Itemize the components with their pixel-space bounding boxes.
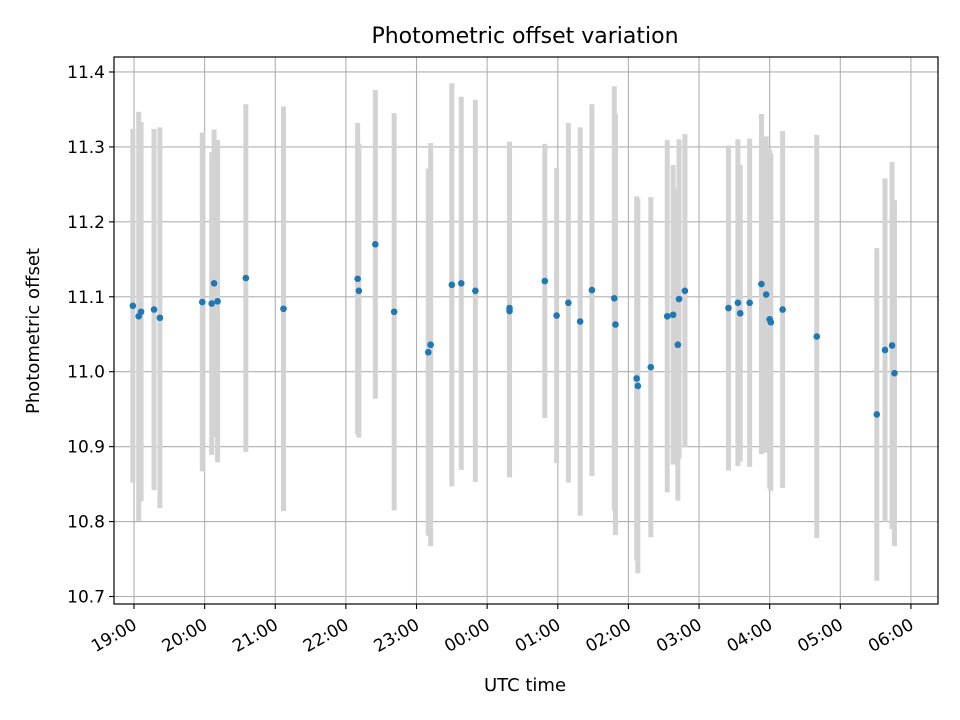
data-point: [612, 321, 619, 328]
data-point: [242, 274, 250, 282]
data-point: [390, 308, 398, 316]
data-point: [129, 302, 137, 310]
data-point: [634, 382, 642, 390]
data-point: [881, 346, 889, 354]
chart-title: Photometric offset variation: [371, 24, 678, 49]
data-point: [888, 342, 896, 349]
data-point: [214, 297, 221, 305]
data-point: [280, 305, 287, 313]
data-point: [506, 304, 513, 312]
data-point: [767, 318, 775, 326]
data-point: [354, 275, 361, 283]
data-point: [355, 287, 363, 295]
data-point: [472, 287, 479, 295]
data-point: [725, 304, 732, 312]
data-point: [150, 306, 158, 313]
data-point: [813, 333, 821, 340]
data-point: [891, 369, 898, 377]
data-point: [576, 318, 584, 325]
data-point: [758, 280, 765, 288]
data-point: [137, 308, 145, 316]
y-tick-label: 11.0: [67, 363, 105, 383]
data-point: [553, 312, 560, 319]
data-point: [746, 299, 753, 307]
data-point: [610, 294, 618, 302]
data-point: [457, 279, 465, 287]
data-point: [736, 309, 744, 317]
x-axis-label: UTC time: [484, 675, 566, 696]
y-axis-label: Photometric offset: [23, 248, 44, 414]
data-point: [198, 298, 206, 306]
data-point: [647, 363, 655, 371]
data-point: [663, 312, 671, 320]
data-point: [675, 295, 683, 303]
data-point: [674, 341, 682, 349]
y-axis-ticks: 10.7 10.8 10.9 11.0 11.1 11.2 11.3 11.4: [67, 63, 114, 608]
data-point: [633, 375, 640, 382]
data-points: [129, 241, 898, 418]
data-point: [669, 311, 677, 319]
y-tick-label: 11.3: [67, 138, 105, 158]
data-point: [372, 241, 379, 248]
y-tick-label: 10.9: [67, 438, 105, 458]
data-point: [734, 299, 742, 307]
data-point: [681, 287, 689, 295]
plot-frame: [113, 56, 939, 605]
data-point: [779, 306, 786, 313]
y-tick-label: 11.2: [67, 213, 105, 233]
y-tick-label: 10.7: [67, 588, 105, 608]
y-tick-label: 11.4: [67, 63, 105, 83]
data-point: [588, 286, 596, 294]
data-point: [873, 411, 881, 418]
data-point: [565, 299, 572, 307]
data-point: [156, 314, 164, 322]
data-point: [208, 300, 216, 307]
data-point: [210, 279, 218, 287]
data-point: [448, 281, 456, 289]
y-tick-label: 11.1: [67, 288, 105, 308]
data-point: [762, 291, 770, 298]
data-point: [424, 348, 432, 356]
data-point: [541, 277, 549, 285]
data-point: [427, 341, 434, 349]
y-tick-label: 10.8: [67, 513, 105, 533]
